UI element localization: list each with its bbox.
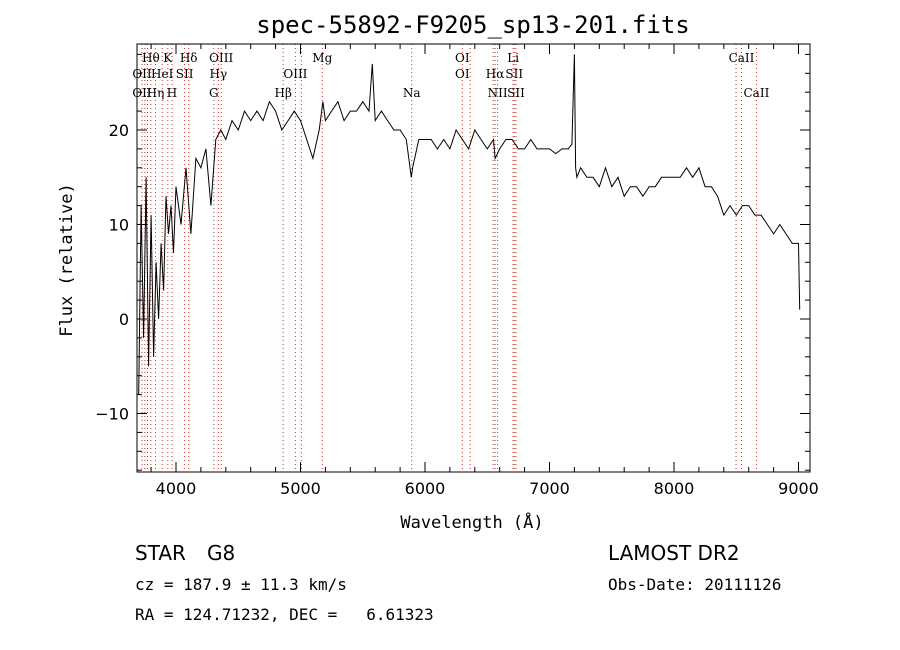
survey-name: LAMOST DR2 [608, 541, 740, 565]
axis-ticks: 4000 5000 6000 7000 8000 9000 −10 0 10 20 [95, 44, 819, 498]
sky-coordinates: RA = 124.71232, DEC = 6.61323 [135, 605, 434, 624]
chart-title: spec-55892-F9205_sp13-201.fits [256, 11, 689, 39]
y-tick-label: −10 [95, 405, 129, 424]
x-tick-label: 4000 [156, 479, 197, 498]
object-subclass: G8 [207, 541, 236, 565]
y-tick-label: 10 [109, 216, 129, 235]
line-label: K [163, 51, 173, 65]
line-label: Hβ [274, 86, 291, 100]
line-label: OI [455, 67, 470, 81]
x-tick-label: 6000 [405, 479, 446, 498]
line-label: Hδ [180, 51, 198, 65]
x-tick-label: 9000 [778, 479, 819, 498]
line-label: H [167, 86, 177, 100]
y-tick-label: 0 [119, 310, 129, 329]
spectrum-line [138, 54, 801, 395]
line-label: G [209, 86, 219, 100]
x-axis-label: Wavelength (Å) [400, 511, 543, 533]
line-label: Hγ [210, 67, 228, 81]
line-label: OII [132, 67, 152, 81]
y-axis-label: Flux (relative) [57, 183, 77, 337]
x-tick-label: 7000 [529, 479, 570, 498]
line-label: Hθ [142, 51, 160, 65]
line-label: SII [176, 67, 194, 81]
line-label: HeI [151, 67, 174, 81]
y-tick-label: 20 [109, 121, 129, 140]
plot-frame [136, 43, 811, 473]
line-label: Na [403, 86, 421, 100]
line-label: Mg [312, 51, 332, 65]
line-label: SII [505, 67, 523, 81]
line-label: Hη [147, 86, 165, 100]
spectral-line-markers [141, 44, 757, 472]
line-label: CaII [744, 86, 770, 100]
x-tick-label: 5000 [280, 479, 321, 498]
object-class: STAR [135, 541, 186, 565]
x-tick-label: 8000 [654, 479, 695, 498]
redshift-velocity: cz = 187.9 ± 11.3 km/s [135, 575, 347, 594]
line-label: CaII [729, 51, 755, 65]
line-label: OIII [209, 51, 233, 65]
line-label: Li [507, 51, 519, 65]
line-label: SII [507, 86, 525, 100]
line-label: Hα [486, 67, 505, 81]
line-label: OI [455, 51, 470, 65]
line-label: NII [488, 86, 508, 100]
observation-date: Obs-Date: 20111126 [608, 575, 782, 594]
line-label: OIII [283, 67, 307, 81]
